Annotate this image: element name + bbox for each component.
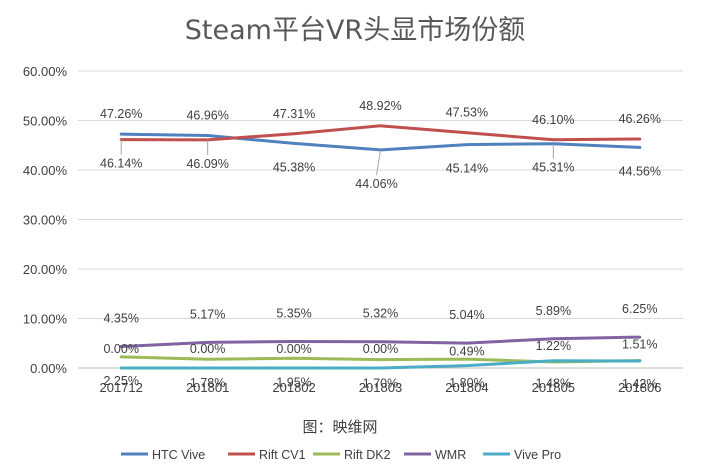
data-label: 0.00% <box>190 342 225 356</box>
legend: HTC Vive Rift CV1 Rift DK2 WMR Vive Pro <box>121 448 561 462</box>
y-tick-label: 20.00% <box>23 262 68 277</box>
data-label: 1.70% <box>363 377 398 391</box>
leader-line <box>376 149 381 175</box>
data-label: 46.26% <box>619 112 661 126</box>
data-label: 47.31% <box>273 107 315 121</box>
y-tick-label: 60.00% <box>23 64 68 79</box>
legend-label: Rift DK2 <box>344 448 391 462</box>
data-label: 1.78% <box>190 376 225 390</box>
x-tick-label: 201805 <box>532 380 575 395</box>
data-label: 47.53% <box>446 106 488 120</box>
data-label: 1.95% <box>276 375 311 389</box>
data-label: 5.32% <box>363 307 398 321</box>
y-axis-ticks: 0.00% 10.00% 20.00% 30.00% 40.00% 50.00% 60.00… <box>23 64 68 376</box>
x-axis-ticks: 201712 201801 201802 201803 201804 201805 2018… <box>100 380 662 395</box>
data-label: 46.96% <box>186 109 228 123</box>
data-label: 1.22% <box>536 339 571 353</box>
y-tick-label: 50.00% <box>23 114 68 129</box>
y-tick-label: 0.00% <box>30 361 67 376</box>
data-label: 1.51% <box>622 338 657 352</box>
series-line-wmr <box>119 335 642 348</box>
data-label: 46.14% <box>100 157 142 171</box>
data-label: 0.00% <box>363 342 398 356</box>
data-label: 0.49% <box>449 345 484 359</box>
legend-label: HTC Vive <box>152 448 205 462</box>
series-lines <box>119 124 642 370</box>
data-label: 4.35% <box>103 311 138 325</box>
series-line-vive-pro <box>119 359 642 370</box>
y-tick-label: 40.00% <box>23 163 68 178</box>
data-label: 45.31% <box>532 161 574 175</box>
data-label: 46.10% <box>532 113 574 127</box>
data-label: 45.38% <box>273 160 315 174</box>
y-tick-label: 30.00% <box>23 213 68 228</box>
x-tick-label: 201803 <box>359 380 402 395</box>
x-tick-label: 201806 <box>618 380 661 395</box>
data-label: 44.06% <box>355 177 397 191</box>
series-line-rift-cv1 <box>119 124 642 142</box>
series-line-htc-vive <box>119 132 642 152</box>
x-tick-label: 201712 <box>100 380 143 395</box>
data-label: 44.56% <box>619 164 661 178</box>
chart-title: Steam平台VR头显市场份额 <box>185 15 525 46</box>
data-label: 1.42% <box>622 377 657 391</box>
data-label: 5.35% <box>276 307 311 321</box>
legend-label: Rift CV1 <box>259 448 306 462</box>
data-label: 5.89% <box>536 304 571 318</box>
legend-label: WMR <box>435 448 466 462</box>
data-label: 1.80% <box>449 376 484 390</box>
data-label: 2.25% <box>103 374 138 388</box>
label-leader-lines <box>120 139 554 175</box>
legend-label: Vive Pro <box>514 448 561 462</box>
data-labels: 47.26% 46.96% 45.38% 44.06% 45.14% 45.31% 44.5… <box>100 99 661 391</box>
data-label: 0.00% <box>276 342 311 356</box>
gridlines <box>78 70 683 369</box>
data-label: 5.04% <box>449 308 484 322</box>
data-label: 46.09% <box>186 157 228 171</box>
data-label: 0.00% <box>103 342 138 356</box>
x-tick-label: 201804 <box>445 380 488 395</box>
data-label: 5.17% <box>190 307 225 321</box>
source-note: 图：映维网 <box>302 418 377 436</box>
y-tick-label: 10.00% <box>23 312 68 327</box>
data-label: 45.14% <box>446 162 488 176</box>
data-label: 1.48% <box>536 377 571 391</box>
data-label: 6.25% <box>622 302 657 316</box>
x-tick-label: 201801 <box>186 380 229 395</box>
data-label: 48.92% <box>359 99 401 113</box>
x-tick-label: 201802 <box>272 380 315 395</box>
data-label: 47.26% <box>100 107 142 121</box>
